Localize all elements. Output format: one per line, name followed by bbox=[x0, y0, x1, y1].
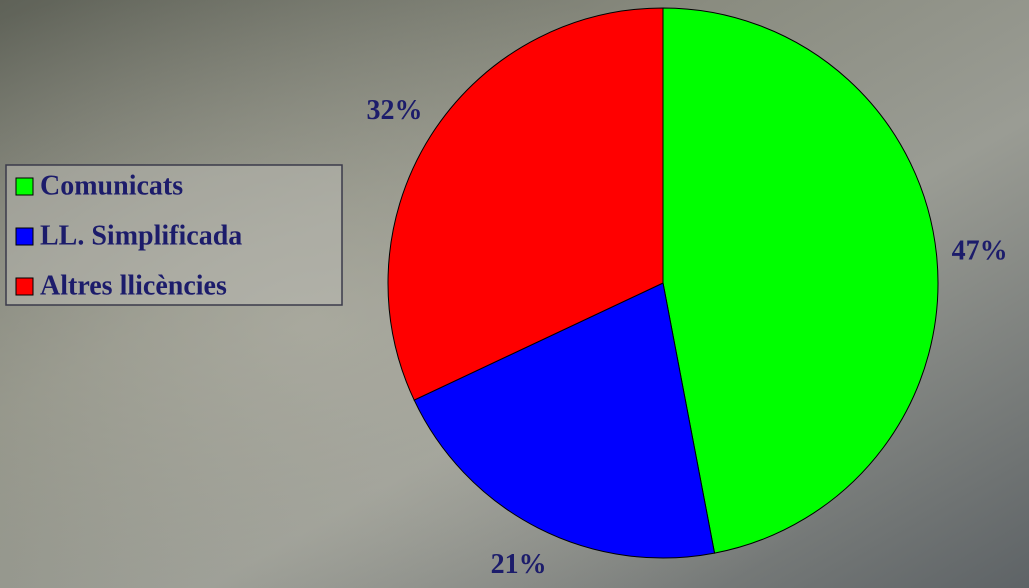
pie-slice bbox=[413, 282, 716, 559]
legend-swatch bbox=[15, 227, 34, 246]
legend-swatch bbox=[15, 177, 34, 196]
pie-slice bbox=[662, 7, 939, 554]
legend-label: Comunicats bbox=[40, 170, 183, 201]
data-label: 32% bbox=[367, 95, 423, 126]
data-label: 47% bbox=[952, 235, 1008, 266]
pie-slice bbox=[387, 7, 664, 401]
legend-box bbox=[5, 164, 343, 306]
legend-swatch bbox=[15, 277, 34, 296]
legend-label: Altres llicències bbox=[40, 270, 227, 301]
data-label: 21% bbox=[491, 549, 547, 580]
legend-label: LL. Simplificada bbox=[40, 220, 242, 251]
